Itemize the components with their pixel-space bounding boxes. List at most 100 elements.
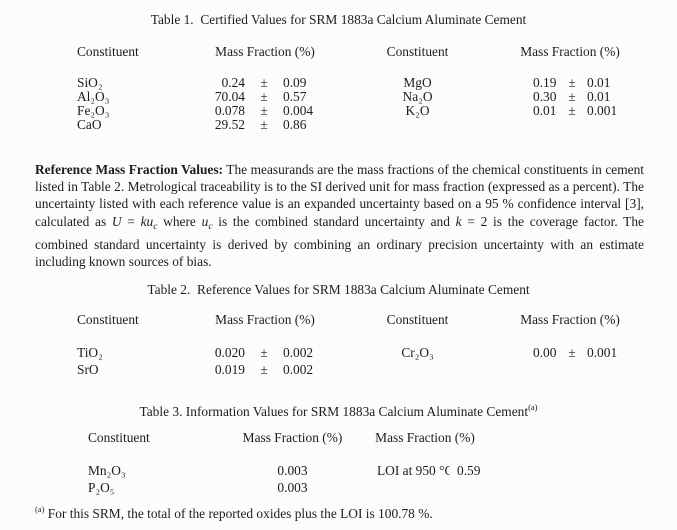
uncertainty-cell: 0.002: [283, 345, 314, 360]
plus-minus: ±: [568, 76, 576, 90]
constituent-cell: K₂O: [405, 104, 430, 118]
plus-minus: ±: [260, 362, 268, 377]
subscript-c: c: [208, 221, 213, 232]
variable-k: k: [455, 213, 462, 229]
uncertainty-cell: 0.86: [283, 118, 307, 132]
variable-ku: ku: [140, 213, 154, 229]
table-row: Al₂O₃ 70.04 ± 0.57 Na₂O 0.30 ± 0.01: [65, 90, 645, 104]
constituent-cell: Na₂O: [402, 90, 433, 104]
table-row: TiO₂ 0.020 ± 0.002 Cr₂O₃ 0.006 ± 0.001: [65, 344, 645, 361]
table3-title: Table 3. Information Values for SRM 1883…: [0, 402, 677, 420]
value-cell: 29.52: [214, 118, 245, 132]
body-paragraph: Reference Mass Fraction Values: The meas…: [35, 161, 644, 270]
value-cell: 0.019: [214, 362, 245, 377]
plus-minus: ±: [568, 90, 576, 104]
variable-U: U: [111, 213, 122, 229]
paragraph-bold-lead: Reference Mass Fraction Values:: [35, 162, 224, 177]
column-header-constituent: Constituent: [77, 44, 139, 59]
uncertainty-cell: 0.09: [283, 76, 307, 90]
footnote-text: For this SRM, the total of the reported …: [44, 506, 433, 521]
column-header-constituent: Constituent: [386, 44, 449, 59]
table2-header-row: Constituent Mass Fraction (%) Constituen…: [65, 312, 645, 344]
table2-title: Table 2. Reference Values for SRM 1883a …: [147, 282, 530, 297]
plus-minus: ±: [260, 118, 268, 132]
value-cell: 0.24: [221, 76, 245, 90]
table-row: Fe₂O₃ 0.078 ± 0.004 K₂O 0.014 ± 0.001: [65, 104, 645, 118]
table1-header-row: Constituent Mass Fraction (%) Constituen…: [65, 44, 645, 76]
column-header-mass-fraction: Mass Fraction (%): [520, 44, 620, 59]
value-cell: 0.014: [533, 104, 557, 118]
paragraph-text: where: [157, 213, 202, 229]
constituent-cell: Mn₂O₃: [88, 463, 126, 478]
plus-minus: ±: [568, 104, 576, 118]
constituent-cell: SrO: [77, 362, 99, 377]
plus-minus: ±: [260, 90, 268, 104]
constituent-cell: MgO: [403, 76, 432, 90]
uncertainty-cell: 0.01: [587, 76, 611, 90]
paragraph-text: = 2 is the coverage factor. The combined…: [35, 213, 644, 270]
constituent-cell: SiO₂: [77, 76, 103, 90]
value-cell: 0.006: [533, 345, 557, 360]
constituent-cell: CaO: [77, 118, 102, 132]
constituent-cell: LOI at 950 °C: [377, 463, 450, 478]
table3-title-text: Table 3. Information Values for SRM 1883…: [139, 404, 529, 419]
paragraph-text: is the combined standard uncertainty and: [212, 213, 456, 229]
plus-minus: ±: [260, 345, 268, 360]
subscript-c: c: [153, 221, 158, 232]
value-cell: [450, 479, 500, 496]
table1-title: Table 1. Certified Values for SRM 1883a …: [150, 12, 527, 27]
column-header-mass-fraction: Mass Fraction (%): [242, 430, 343, 445]
table-row: SrO 0.019 ± 0.002: [65, 361, 645, 378]
value-cell: 0.003: [277, 480, 308, 495]
value-cell: 0.19: [533, 76, 557, 90]
table3-title-footnote-marker: (a): [528, 402, 538, 412]
footnote-marker: (a): [35, 504, 45, 514]
plus-minus: ±: [568, 345, 576, 360]
plus-minus: ±: [260, 104, 268, 118]
constituent-cell: TiO₂: [77, 345, 103, 360]
uncertainty-cell: [587, 118, 645, 132]
constituent-cell: [340, 361, 495, 378]
paragraph-text: The measurands are the mass fractions of…: [35, 162, 644, 229]
uncertainty-cell: 0.002: [283, 362, 314, 377]
value-cell: [495, 361, 557, 378]
table1: Constituent Mass Fraction (%) Constituen…: [65, 44, 645, 132]
value-cell: [495, 118, 557, 132]
uncertainty-cell: 0.001: [587, 104, 618, 118]
column-header-constituent: Constituent: [77, 312, 139, 327]
value-cell: 0.078: [214, 104, 245, 118]
table3: Constituent Mass Fraction (%) Mass Fract…: [75, 430, 500, 496]
column-header-constituent: Constituent: [88, 430, 150, 445]
uncertainty-cell: 0.01: [587, 90, 611, 104]
table-row: Mn₂O₃ 0.003 LOI at 950 °C 0.59: [75, 462, 500, 479]
constituent-cell: [350, 479, 450, 496]
column-header-mass-fraction: Mass Fraction (%): [520, 312, 620, 327]
plus-minus: ±: [260, 76, 268, 90]
uncertainty-cell: [587, 361, 645, 378]
value-cell: 0.59: [457, 463, 481, 478]
table-row: SiO₂ 0.24 ± 0.09 MgO 0.19 ± 0.01: [65, 76, 645, 90]
value-cell: 70.04: [214, 90, 245, 104]
value-cell: 0.30: [533, 90, 557, 104]
plus-minus: [557, 361, 587, 378]
constituent-cell: Fe₂O₃: [77, 104, 110, 118]
uncertainty-cell: 0.004: [283, 104, 314, 118]
value-cell: 0.003: [277, 463, 308, 478]
column-header-mass-fraction: Mass Fraction (%): [215, 312, 315, 327]
footnote: (a) For this SRM, the total of the repor…: [35, 501, 644, 522]
table-row: P₂O₅ 0.003: [75, 479, 500, 496]
uncertainty-cell: 0.001: [587, 345, 618, 360]
paragraph-text: =: [121, 213, 141, 229]
table2: Constituent Mass Fraction (%) Constituen…: [65, 312, 645, 378]
table3-header-row: Constituent Mass Fraction (%) Mass Fract…: [75, 430, 500, 462]
column-header-constituent: Constituent: [386, 312, 449, 327]
variable-u: u: [201, 213, 209, 229]
constituent-cell: P₂O₅: [88, 480, 115, 495]
value-cell: 0.020: [214, 345, 245, 360]
constituent-cell: Al₂O₃: [77, 90, 110, 104]
constituent-cell: [340, 118, 495, 132]
column-header-mass-fraction: Mass Fraction (%): [375, 430, 475, 445]
table-row: CaO 29.52 ± 0.86: [65, 118, 645, 132]
column-header-mass-fraction: Mass Fraction (%): [215, 44, 315, 59]
